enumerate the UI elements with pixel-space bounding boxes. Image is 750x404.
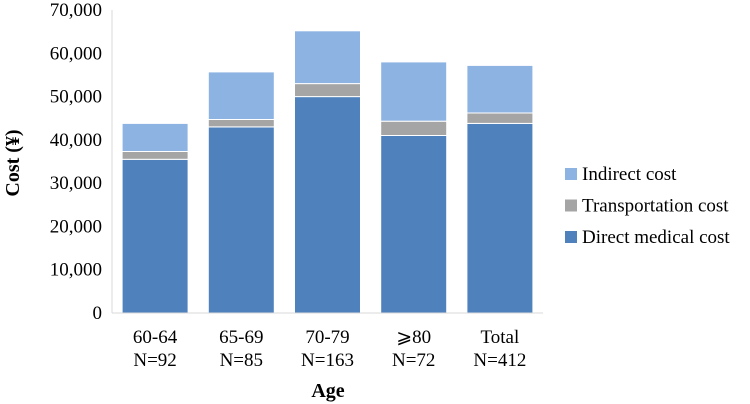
bar-segment-indirect-cost — [294, 30, 361, 85]
x-tick-sublabel: N=92 — [133, 350, 176, 371]
bar-segment-direct-medical-cost — [380, 135, 448, 314]
y-tick-label: 0 — [93, 303, 103, 324]
x-axis-title: Age — [311, 380, 344, 402]
y-tick-label: 50,000 — [50, 87, 102, 108]
x-tick-sublabel: N=412 — [473, 350, 526, 371]
bar-segment-indirect-cost — [121, 122, 189, 153]
y-tick-label: 20,000 — [50, 216, 102, 237]
y-tick-label: 40,000 — [50, 130, 102, 151]
bar-segment-indirect-cost — [380, 61, 448, 122]
x-tick-label: 60-64 — [133, 327, 178, 348]
legend-swatch — [565, 168, 577, 180]
x-tick-sublabel: N=163 — [301, 350, 354, 371]
x-axis: 60-64N=92 65-69N=85 70-79N=163 ⩾80N=72 Total… — [112, 312, 543, 371]
y-tick-label: 30,000 — [50, 173, 102, 194]
x-tick-label: 65-69 — [219, 327, 263, 348]
legend-label: Indirect cost — [582, 164, 677, 185]
x-tick-sublabel: N=72 — [392, 350, 435, 371]
y-axis-title: Cost (¥) — [2, 129, 24, 196]
legend-swatch — [565, 231, 577, 243]
bar-segment-direct-medical-cost — [207, 126, 275, 314]
y-tick-label: 10,000 — [50, 260, 102, 281]
bar-segment-direct-medical-cost — [121, 158, 189, 314]
bar-segment-transportation-cost — [466, 112, 534, 124]
bar-segment-direct-medical-cost — [466, 122, 534, 314]
y-tick-label: 70,000 — [50, 0, 102, 21]
legend: Indirect cost Transportation cost Direct m… — [565, 164, 730, 248]
bar-segment-indirect-cost — [207, 71, 275, 120]
legend-swatch — [565, 199, 577, 212]
legend-label: Transportation cost — [582, 196, 729, 217]
bar-segment-transportation-cost — [121, 151, 189, 160]
x-tick-sublabel: N=85 — [220, 350, 263, 371]
bar-segment-transportation-cost — [207, 119, 275, 128]
bar-segment-direct-medical-cost — [294, 96, 361, 314]
bars — [121, 30, 534, 314]
bar-segment-indirect-cost — [466, 64, 534, 114]
x-tick-label: Total — [481, 327, 520, 348]
x-tick-label: 70-79 — [305, 327, 349, 348]
x-tick-label: ⩾80 — [396, 327, 431, 348]
legend-label: Direct medical cost — [582, 227, 730, 248]
y-axis: 0 10,000 20,000 30,000 40,000 50,000 60,000 70,… — [50, 0, 113, 324]
y-tick-label: 60,000 — [50, 43, 102, 64]
bar-segment-transportation-cost — [380, 120, 448, 136]
bar-segment-transportation-cost — [294, 83, 361, 98]
